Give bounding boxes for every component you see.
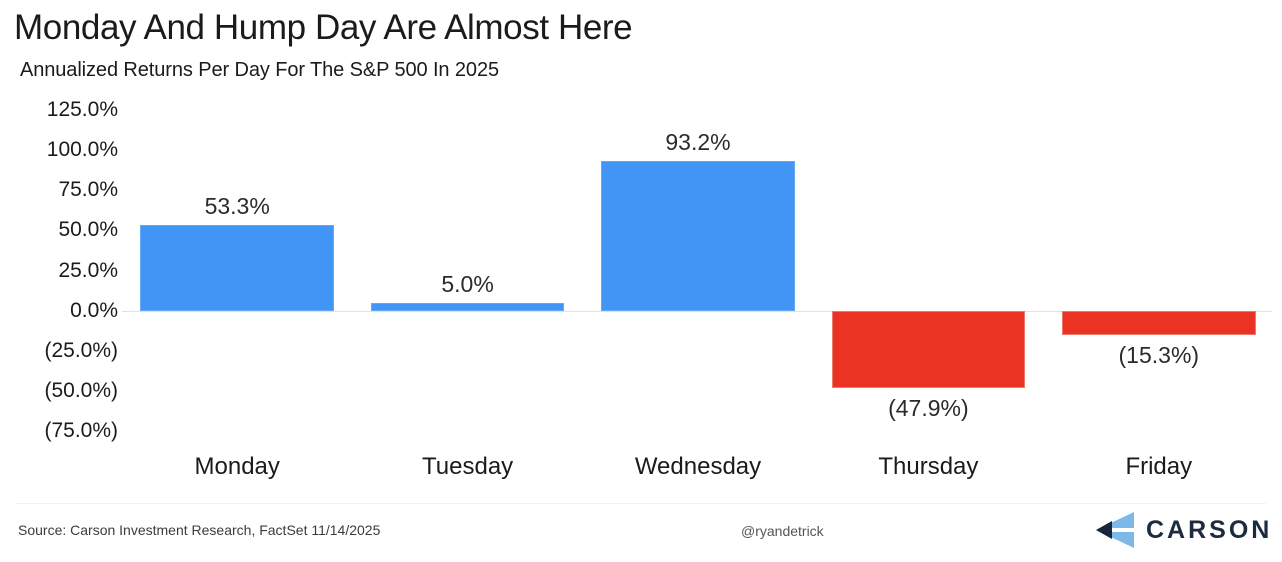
bar-value-label: (15.3%) [1118, 342, 1200, 369]
chart-title: Monday And Hump Day Are Almost Here [14, 8, 633, 47]
x-axis-label-monday: Monday [194, 453, 280, 480]
author-handle: @ryandetrick [741, 523, 824, 539]
x-axis-category-labels: Monday Tuesday Wednesday Thursday Friday [122, 452, 1274, 492]
chart-subtitle: Annualized Returns Per Day For The S&P 5… [20, 59, 499, 81]
carson-logo: CARSON [1092, 510, 1270, 550]
bar-slot: (47.9%) [813, 92, 1043, 452]
y-axis-tick-label: 25.0% [58, 258, 118, 282]
bar-series: 53.3% 5.0% 93.2% (47.9%) (15.3%) [122, 92, 1274, 452]
bar-slot: 5.0% [352, 92, 582, 452]
bar-value-label: (47.9%) [888, 394, 969, 421]
y-axis-tick-label: (75.0%) [44, 419, 118, 442]
y-axis-tick-label: 50.0% [58, 218, 118, 242]
bar-value-label: 5.0% [441, 270, 494, 297]
plot-area: 125.0% 100.0% 75.0% 50.0% 25.0% 0.0% (25.0%) (5… [0, 92, 1282, 452]
bar-monday[interactable] [140, 225, 334, 311]
zero-baseline [122, 310, 1272, 312]
y-axis-tick-label: 100.0% [46, 138, 118, 162]
y-axis-tick-label: 0.0% [70, 298, 118, 322]
y-axis-tick-label: 75.0% [58, 178, 118, 202]
carson-chevron-icon [1092, 512, 1136, 548]
x-axis-label-thursday: Thursday [878, 453, 979, 480]
carson-wordmark: CARSON [1146, 516, 1273, 544]
bar-slot: (15.3%) [1044, 92, 1274, 452]
bar-friday[interactable] [1062, 310, 1256, 336]
y-axis-tick-label: (25.0%) [44, 338, 118, 362]
x-axis-label-tuesday: Tuesday [422, 453, 514, 480]
bar-value-label: 93.2% [665, 129, 731, 156]
bar-value-label: 53.3% [204, 193, 270, 220]
x-axis-label-friday: Friday [1125, 453, 1193, 480]
bar-slot: 53.3% [122, 92, 352, 452]
source-note: Source: Carson Investment Research, Fact… [18, 522, 381, 538]
bar-wednesday[interactable] [601, 161, 795, 311]
bar-thursday[interactable] [831, 310, 1026, 388]
bar-tuesday[interactable] [370, 302, 565, 311]
bar-slot: 93.2% [583, 92, 813, 452]
y-axis-tick-label: (50.0%) [44, 378, 118, 402]
x-axis-label-wednesday: Wednesday [634, 453, 762, 480]
footer-divider [16, 503, 1266, 504]
y-axis-tick-label: 125.0% [46, 98, 118, 121]
y-axis-tick-labels: 125.0% 100.0% 75.0% 50.0% 25.0% 0.0% (25.0%) (5… [0, 92, 118, 452]
